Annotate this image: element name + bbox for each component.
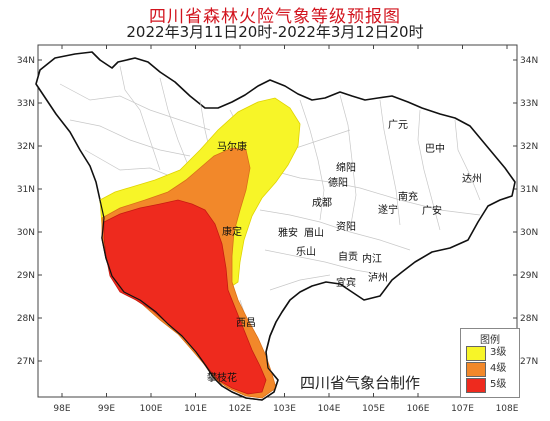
lon-label: 102E — [229, 404, 252, 414]
lon-label: 108E — [496, 404, 519, 414]
city-label: 成都 — [312, 197, 332, 209]
city-label: 雅安 — [278, 226, 298, 239]
legend-label-5: 5级 — [490, 379, 507, 390]
lat-label-left: 33N — [17, 99, 35, 109]
city-label: 自贡 — [338, 250, 358, 263]
map-frame — [37, 44, 518, 398]
city-label: 乐山 — [296, 246, 316, 258]
zone-level-5 — [103, 199, 267, 395]
city-label: 眉山 — [304, 227, 324, 239]
lon-label: 107E — [451, 404, 474, 414]
lat-label-left: 29N — [17, 271, 35, 281]
city-label: 广安 — [422, 204, 442, 217]
city-label: 康定 — [222, 225, 242, 238]
city-label: 巴中 — [425, 142, 445, 155]
legend-label-4: 4级 — [490, 363, 507, 374]
city-label: 宜宾 — [336, 276, 356, 289]
city-label: 德阳 — [328, 176, 348, 189]
legend-swatch-5 — [466, 378, 486, 393]
longitude-labels: 98E 99E 100E 101E 102E 103E 104E 105E 106E 107E 10… — [53, 404, 518, 414]
legend-swatch-3 — [466, 346, 486, 361]
lat-label-left: 30N — [17, 228, 35, 238]
lat-label-right: 34N — [520, 56, 538, 66]
city-label: 内江 — [362, 252, 382, 265]
lon-label: 100E — [140, 404, 163, 414]
lat-label-left: 28N — [17, 314, 35, 324]
lon-label: 103E — [273, 404, 296, 414]
lon-label: 105E — [362, 404, 385, 414]
city-label: 泸州 — [368, 272, 388, 284]
legend-swatch-4 — [466, 362, 486, 377]
legend-title: 图例 — [480, 335, 500, 346]
latitude-labels: 34N 34N 33N 33N 32N 32N 31N 31N 30N 30N 29N 29N 28N 2… — [17, 56, 538, 367]
legend-label-3: 3级 — [490, 347, 507, 358]
city-label: 南充 — [398, 190, 418, 203]
lat-label-right: 33N — [520, 99, 538, 109]
lon-label: 101E — [184, 404, 207, 414]
lat-label-right: 32N — [520, 142, 538, 152]
lat-label-right: 29N — [520, 271, 538, 281]
lat-label-left: 31N — [17, 185, 35, 195]
lat-label-left: 27N — [17, 357, 35, 367]
lon-label: 99E — [98, 404, 115, 414]
map-title: 四川省森林火险气象等级预报图 — [149, 7, 401, 27]
lat-label-right: 31N — [520, 185, 538, 195]
lon-label: 98E — [53, 404, 70, 414]
city-label: 资阳 — [336, 221, 356, 233]
city-label: 马尔康 — [217, 140, 247, 153]
lon-label: 104E — [318, 404, 341, 414]
map-subtitle: 2022年3月11日20时-2022年3月12日20时 — [126, 23, 424, 41]
province-border-overlay — [99, 199, 291, 401]
credit-text: 四川省气象台制作 — [300, 374, 421, 392]
lat-label-left: 34N — [17, 56, 35, 66]
city-label: 遂宁 — [378, 203, 398, 216]
city-label: 达州 — [462, 173, 482, 185]
city-label: 攀枝花 — [207, 371, 237, 384]
legend: 图例 3级 4级 5级 — [460, 328, 520, 398]
city-label: 绵阳 — [336, 161, 356, 174]
city-label: 西昌 — [236, 317, 256, 329]
lat-label-right: 28N — [520, 314, 538, 324]
lat-label-right: 30N — [520, 228, 538, 238]
lat-label-right: 27N — [520, 357, 538, 367]
lon-label: 106E — [407, 404, 430, 414]
city-label: 广元 — [388, 119, 408, 131]
lat-label-left: 32N — [17, 142, 35, 152]
